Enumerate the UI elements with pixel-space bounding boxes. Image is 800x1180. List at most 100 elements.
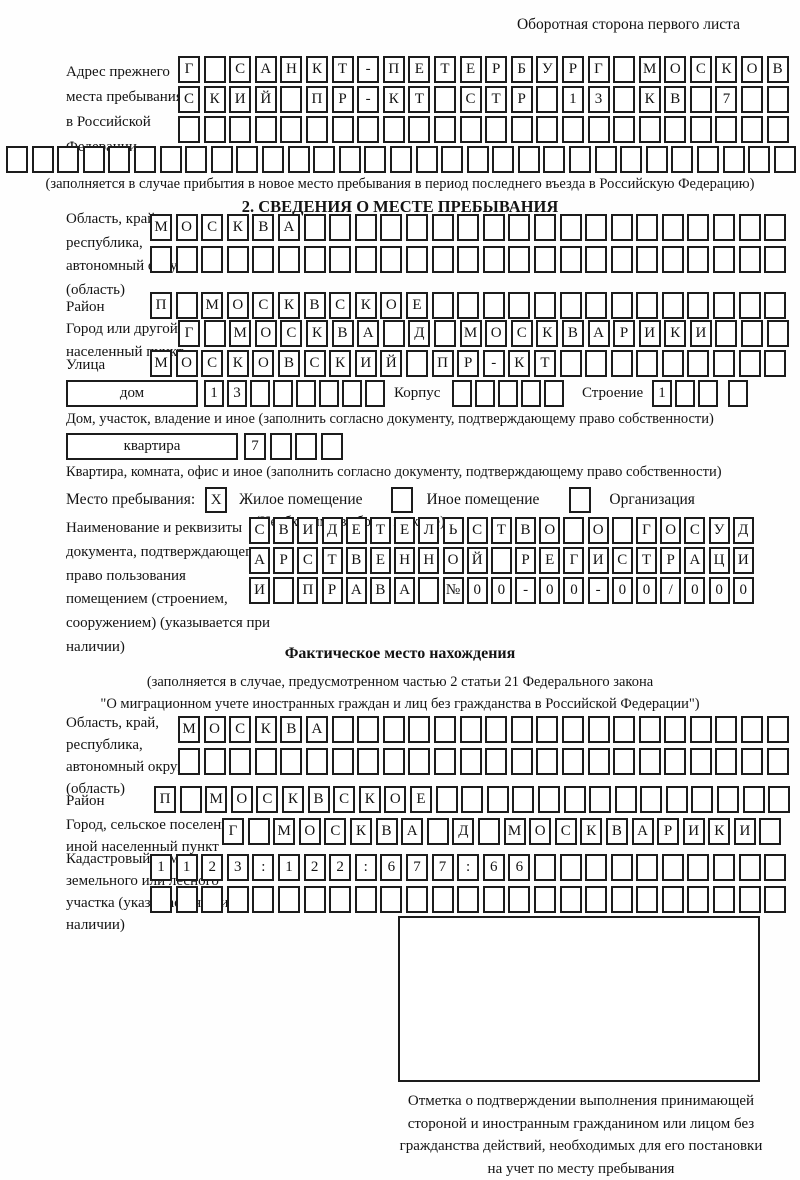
char-cell[interactable]: С (510, 320, 533, 347)
char-cell[interactable]: Р (561, 56, 584, 83)
char-cell[interactable]: С (684, 517, 706, 544)
char-cell[interactable]: 2 (303, 854, 326, 881)
char-cell[interactable]: Д (452, 818, 475, 845)
char-cell[interactable]: 6 (380, 854, 403, 881)
char-cell[interactable] (764, 854, 787, 881)
char-cell[interactable] (486, 786, 509, 813)
char-cell[interactable] (185, 146, 208, 173)
char-cell[interactable]: Р (660, 547, 682, 574)
char-cell[interactable] (380, 886, 403, 913)
char-cell[interactable]: Т (636, 547, 657, 574)
char-cell[interactable] (661, 854, 684, 881)
char-cell[interactable]: К (536, 320, 559, 347)
char-cell[interactable] (252, 246, 275, 273)
char-cell[interactable]: Р (510, 86, 533, 113)
house-box[interactable]: дом (66, 380, 198, 407)
char-cell[interactable]: Е (409, 786, 432, 813)
char-cell[interactable] (664, 716, 687, 743)
char-cell[interactable] (247, 818, 270, 845)
char-cell[interactable] (203, 116, 226, 143)
char-cell[interactable] (357, 748, 380, 775)
char-cell[interactable] (741, 86, 764, 113)
char-cell[interactable] (613, 56, 636, 83)
char-cell[interactable] (477, 818, 500, 845)
char-cell[interactable] (664, 748, 687, 775)
char-cell[interactable]: В (307, 786, 330, 813)
char-cell[interactable] (533, 886, 556, 913)
char-cell[interactable]: 3 (226, 854, 249, 881)
char-cell[interactable] (380, 246, 403, 273)
char-cell[interactable] (766, 86, 789, 113)
char-cell[interactable]: 0 (732, 577, 754, 604)
char-cell[interactable]: В (561, 320, 584, 347)
char-cell[interactable]: О (175, 350, 198, 377)
char-cell[interactable] (433, 86, 456, 113)
char-cell[interactable] (405, 246, 428, 273)
char-cell[interactable] (713, 854, 736, 881)
char-cell[interactable]: Т (369, 517, 391, 544)
char-cell[interactable] (636, 246, 659, 273)
char-cell[interactable] (738, 854, 761, 881)
char-cell[interactable] (418, 577, 440, 604)
char-cell[interactable]: Й (466, 547, 488, 574)
char-cell[interactable] (441, 146, 464, 173)
char-cell[interactable]: : (354, 854, 377, 881)
char-cell[interactable] (594, 146, 617, 173)
char-cell[interactable] (510, 116, 533, 143)
char-cell[interactable] (159, 146, 182, 173)
char-cell[interactable] (587, 716, 610, 743)
char-cell[interactable] (613, 86, 636, 113)
char-cell[interactable] (766, 320, 789, 347)
char-cell[interactable]: И (587, 547, 609, 574)
char-cell[interactable] (610, 292, 633, 319)
char-cell[interactable]: Е (405, 292, 428, 319)
char-cell[interactable] (280, 116, 303, 143)
char-cell[interactable]: : (457, 854, 480, 881)
char-cell[interactable]: А (305, 716, 328, 743)
char-cell[interactable] (405, 214, 428, 241)
char-cell[interactable]: П (431, 350, 454, 377)
char-cell[interactable] (661, 292, 684, 319)
char-cell[interactable] (313, 146, 336, 173)
char-cell[interactable]: 1 (277, 854, 300, 881)
char-cell[interactable]: О (175, 214, 198, 241)
char-cell[interactable] (717, 786, 740, 813)
char-cell[interactable] (280, 86, 303, 113)
char-cell[interactable]: К (203, 86, 226, 113)
char-cell[interactable] (382, 116, 405, 143)
char-cell[interactable] (742, 786, 765, 813)
char-cell[interactable] (689, 748, 712, 775)
char-cell[interactable] (585, 350, 608, 377)
char-cell[interactable] (295, 433, 318, 460)
char-cell[interactable] (331, 716, 354, 743)
char-cell[interactable]: О (485, 320, 508, 347)
char-cell[interactable] (331, 116, 354, 143)
char-cell[interactable] (382, 320, 405, 347)
char-cell[interactable]: К (305, 320, 328, 347)
char-cell[interactable] (133, 146, 156, 173)
char-cell[interactable] (687, 854, 710, 881)
char-cell[interactable] (482, 886, 505, 913)
char-cell[interactable] (331, 748, 354, 775)
char-cell[interactable]: Е (539, 547, 561, 574)
char-cell[interactable]: 1 (652, 380, 672, 407)
char-cell[interactable]: С (333, 786, 356, 813)
char-cell[interactable]: К (638, 86, 661, 113)
char-cell[interactable] (738, 350, 761, 377)
char-cell[interactable]: С (229, 56, 252, 83)
char-cell[interactable]: С (201, 350, 224, 377)
char-cell[interactable]: Е (369, 547, 391, 574)
char-cell[interactable] (319, 380, 339, 407)
char-cell[interactable] (589, 786, 612, 813)
char-cell[interactable] (687, 350, 710, 377)
char-cell[interactable] (303, 246, 326, 273)
char-cell[interactable] (408, 748, 431, 775)
char-cell[interactable]: Й (380, 350, 403, 377)
char-cell[interactable] (408, 116, 431, 143)
char-cell[interactable] (636, 886, 659, 913)
char-cell[interactable] (457, 886, 480, 913)
char-cell[interactable] (203, 56, 226, 83)
char-cell[interactable]: В (273, 517, 295, 544)
char-cell[interactable] (713, 350, 736, 377)
char-cell[interactable] (636, 292, 659, 319)
